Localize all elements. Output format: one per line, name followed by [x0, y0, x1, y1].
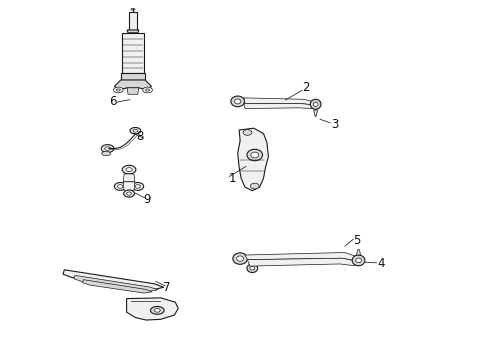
Ellipse shape: [247, 264, 258, 273]
Ellipse shape: [115, 183, 126, 190]
Polygon shape: [121, 73, 145, 80]
Polygon shape: [82, 280, 152, 293]
Ellipse shape: [118, 185, 123, 188]
Polygon shape: [129, 12, 137, 30]
Polygon shape: [74, 275, 158, 292]
Text: 7: 7: [163, 282, 171, 294]
Polygon shape: [245, 252, 357, 261]
Ellipse shape: [313, 102, 318, 107]
Ellipse shape: [135, 185, 141, 188]
Text: 5: 5: [353, 234, 361, 247]
Ellipse shape: [154, 309, 160, 312]
Ellipse shape: [235, 99, 241, 104]
Polygon shape: [314, 110, 318, 116]
Ellipse shape: [233, 253, 247, 264]
Ellipse shape: [247, 149, 263, 161]
Text: 4: 4: [378, 257, 385, 270]
Polygon shape: [123, 174, 135, 182]
Polygon shape: [127, 30, 139, 33]
Polygon shape: [115, 80, 151, 90]
Ellipse shape: [237, 256, 244, 261]
Ellipse shape: [231, 96, 245, 107]
Polygon shape: [63, 270, 164, 289]
Ellipse shape: [114, 87, 123, 93]
Ellipse shape: [352, 255, 365, 266]
Text: 3: 3: [331, 118, 339, 131]
Polygon shape: [123, 182, 135, 191]
Ellipse shape: [126, 168, 132, 172]
Polygon shape: [357, 249, 361, 255]
Ellipse shape: [122, 165, 136, 174]
Polygon shape: [126, 298, 178, 320]
Ellipse shape: [102, 152, 111, 156]
Ellipse shape: [133, 129, 138, 132]
Ellipse shape: [123, 190, 134, 197]
Ellipse shape: [243, 130, 252, 135]
Ellipse shape: [356, 258, 362, 263]
Text: 8: 8: [137, 130, 144, 143]
Polygon shape: [247, 258, 356, 266]
Ellipse shape: [105, 147, 111, 150]
Ellipse shape: [150, 306, 164, 314]
Polygon shape: [127, 88, 139, 94]
Ellipse shape: [310, 99, 321, 109]
Text: 1: 1: [229, 172, 237, 185]
Ellipse shape: [250, 183, 259, 189]
Ellipse shape: [146, 89, 149, 91]
Polygon shape: [244, 104, 314, 109]
Polygon shape: [122, 33, 144, 73]
Ellipse shape: [130, 127, 141, 134]
Ellipse shape: [116, 89, 120, 91]
Ellipse shape: [251, 152, 259, 158]
Polygon shape: [244, 98, 316, 105]
Text: 9: 9: [143, 193, 150, 206]
Ellipse shape: [101, 145, 114, 153]
Ellipse shape: [250, 266, 255, 270]
Ellipse shape: [132, 183, 144, 190]
Text: 2: 2: [302, 81, 310, 94]
Ellipse shape: [143, 87, 152, 93]
Polygon shape: [238, 128, 269, 191]
Text: 6: 6: [109, 95, 116, 108]
Ellipse shape: [126, 192, 131, 195]
Ellipse shape: [131, 8, 135, 10]
